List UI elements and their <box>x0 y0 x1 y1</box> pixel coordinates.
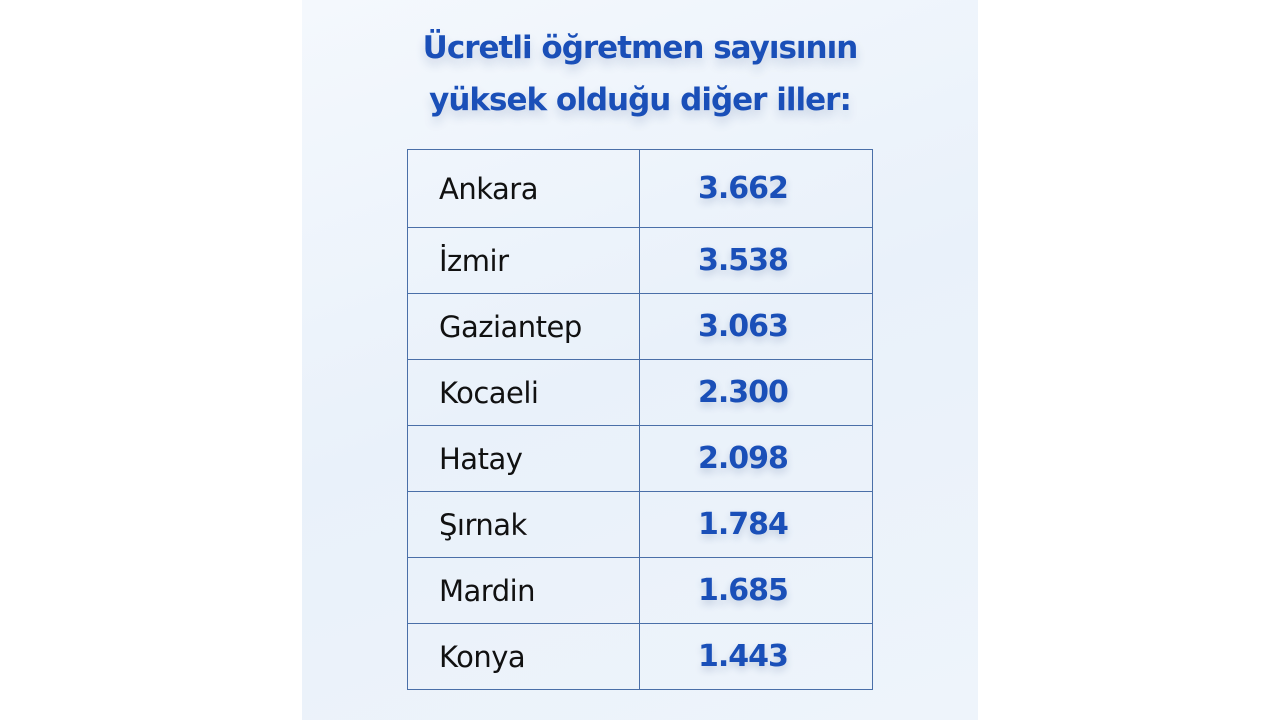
teacher-count: 2.300 <box>639 359 873 426</box>
table-row: İzmir 3.538 <box>407 227 873 294</box>
city-name: Kocaeli <box>407 359 640 426</box>
table-row: Mardin 1.685 <box>407 557 873 624</box>
city-name: Gaziantep <box>407 293 640 360</box>
city-name: İzmir <box>407 227 640 294</box>
teacher-count: 3.662 <box>639 149 873 228</box>
city-name: Ankara <box>407 149 640 228</box>
table-row: Kocaeli 2.300 <box>407 359 873 426</box>
title-line-2: yüksek olduğu diğer iller: <box>429 82 852 118</box>
city-name: Mardin <box>407 557 640 624</box>
title-line-1: Ücretli öğretmen sayısının <box>422 30 859 66</box>
teacher-count: 1.443 <box>639 623 873 690</box>
table-row: Hatay 2.098 <box>407 425 873 492</box>
teacher-count: 2.098 <box>639 425 873 492</box>
teacher-count: 3.063 <box>639 293 873 360</box>
city-name: Konya <box>407 623 640 690</box>
infographic-panel: Ücretli öğretmen sayısının yüksek olduğu… <box>302 0 978 720</box>
table-row: Gaziantep 3.063 <box>407 293 873 360</box>
teacher-count: 1.784 <box>639 491 873 558</box>
teacher-count: 3.538 <box>639 227 873 294</box>
title: Ücretli öğretmen sayısının yüksek olduğu… <box>302 22 978 126</box>
teacher-count: 1.685 <box>639 557 873 624</box>
city-name: Şırnak <box>407 491 640 558</box>
table-row: Şırnak 1.784 <box>407 491 873 558</box>
table-row: Ankara 3.662 <box>407 149 873 228</box>
province-table: Ankara 3.662 İzmir 3.538 Gaziantep 3.063 Kocae… <box>407 149 873 690</box>
table-row: Konya 1.443 <box>407 623 873 690</box>
city-name: Hatay <box>407 425 640 492</box>
